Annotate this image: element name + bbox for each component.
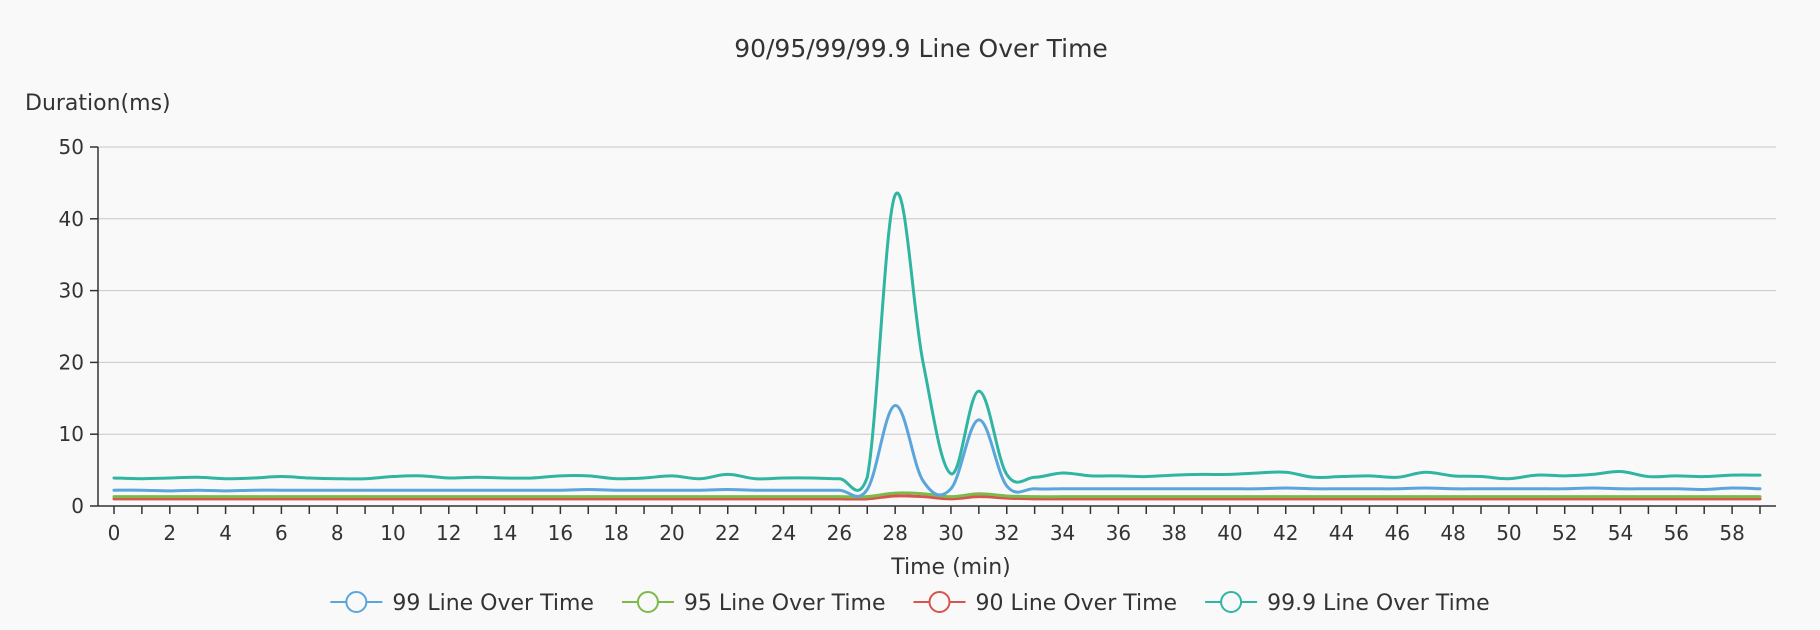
legend-circle-icon <box>345 591 368 613</box>
x-tick-label-52: 52 <box>1552 521 1577 545</box>
x-tick-label-0: 0 <box>108 521 121 545</box>
x-tick-label-46: 46 <box>1385 521 1410 545</box>
x-tick-label-14: 14 <box>492 521 517 545</box>
chart-title: 90/95/99/99.9 Line Over Time <box>734 34 1108 63</box>
x-tick-label-32: 32 <box>994 521 1019 545</box>
series-line-3 <box>112 494 1762 501</box>
x-tick-label-28: 28 <box>882 521 907 545</box>
x-tick-label-44: 44 <box>1329 521 1354 545</box>
x-tick-label-54: 54 <box>1608 521 1633 545</box>
x-tick-label-58: 58 <box>1719 521 1744 545</box>
x-tick-label-8: 8 <box>331 521 344 545</box>
legend-item-3[interactable]: 90 Line Over Time <box>913 591 1178 616</box>
y-tick-label-0: 0 <box>71 494 84 518</box>
x-tick-label-38: 38 <box>1161 521 1186 545</box>
x-tick-label-36: 36 <box>1106 521 1131 545</box>
x-tick-label-4: 4 <box>219 521 232 545</box>
y-tick-label-50: 50 <box>59 135 84 159</box>
series-line-4 <box>112 191 1762 492</box>
x-tick-label-20: 20 <box>659 521 684 545</box>
series-lines <box>112 191 1762 501</box>
x-tick-label-40: 40 <box>1217 521 1242 545</box>
x-tick-label-22: 22 <box>715 521 740 545</box>
y-tick-label-10: 10 <box>59 422 84 446</box>
legend-item-2[interactable]: 95 Line Over Time <box>621 591 886 616</box>
legend-label: 90 Line Over Time <box>976 591 1178 616</box>
x-tick-label-26: 26 <box>827 521 852 545</box>
y-tick-label-30: 30 <box>59 279 84 303</box>
legend-label: 99.9 Line Over Time <box>1267 591 1490 616</box>
x-tick-label-42: 42 <box>1273 521 1298 545</box>
legend-circle-icon <box>928 591 951 613</box>
y-axis-ticks: 0 10 20 30 40 50 <box>59 135 98 518</box>
legend-item-4[interactable]: 99.9 Line Over Time <box>1205 591 1490 616</box>
legend-circle-icon <box>1220 591 1243 613</box>
y-tick-label-20: 20 <box>59 350 84 374</box>
x-tick-label-6: 6 <box>275 521 288 545</box>
x-tick-label-48: 48 <box>1440 521 1465 545</box>
legend-label: 99 Line Over Time <box>392 591 594 616</box>
legend: 99 Line Over Time 95 Line Over Time 90 Lin… <box>330 591 1490 616</box>
y-tick-label-40: 40 <box>59 207 84 231</box>
y-axis-label: Duration(ms) <box>25 91 171 116</box>
x-tick-label-16: 16 <box>548 521 573 545</box>
x-tick-label-18: 18 <box>603 521 628 545</box>
x-tick-label-50: 50 <box>1496 521 1521 545</box>
x-tick-label-10: 10 <box>380 521 405 545</box>
x-tick-label-2: 2 <box>163 521 176 545</box>
x-axis-label: Time (min) <box>890 555 1011 580</box>
x-tick-label-34: 34 <box>1050 521 1075 545</box>
legend-circle-icon <box>636 591 659 613</box>
series-line-1 <box>112 403 1762 498</box>
legend-label: 95 Line Over Time <box>684 591 886 616</box>
x-axis-ticks: 0 2 4 6 8 10 12 14 16 18 20 22 24 26 28 30 32 34 36 38 40 42 4… <box>108 506 1761 545</box>
legend-item-1[interactable]: 99 Line Over Time <box>330 591 594 616</box>
x-tick-label-24: 24 <box>771 521 796 545</box>
x-tick-label-12: 12 <box>436 521 461 545</box>
x-tick-label-56: 56 <box>1664 521 1689 545</box>
x-tick-label-30: 30 <box>938 521 963 545</box>
gridlines <box>98 146 1776 435</box>
